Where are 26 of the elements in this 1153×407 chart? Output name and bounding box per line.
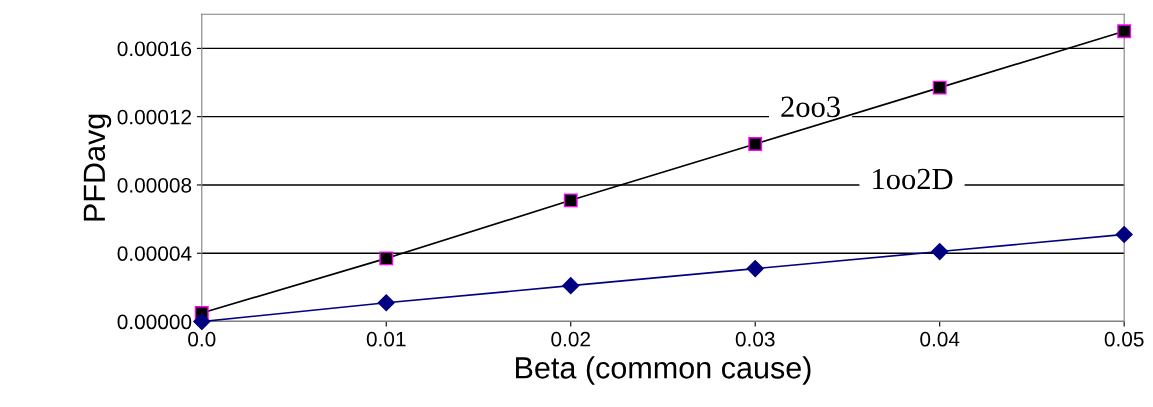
point xyxy=(932,80,947,95)
y-tick-label: 0.00000 xyxy=(117,314,192,330)
y-tick-label: 0.00004 xyxy=(117,246,192,261)
x-tick-label: 0.0 xyxy=(188,331,216,347)
x-tick-label: 0.05 xyxy=(1104,331,1144,347)
y-axis-title: PFDavg xyxy=(83,114,112,221)
annotation: 1oo2D xyxy=(873,168,953,190)
annotation: 2oo3 xyxy=(781,96,840,118)
point xyxy=(748,137,763,151)
point xyxy=(377,294,395,312)
x-tick-label: 0.03 xyxy=(735,331,775,347)
y-tick-label: 0.00012 xyxy=(117,109,192,125)
x-axis-title: Beta (common cause) xyxy=(516,356,811,385)
y-tick-label: 0.00008 xyxy=(117,177,192,193)
point xyxy=(1117,24,1132,39)
x-tick-label: 0.04 xyxy=(920,331,960,347)
x-tick-label: 0.02 xyxy=(551,331,590,347)
y-tick-label: 0.00016 xyxy=(117,41,192,57)
x-tick-label: 0.01 xyxy=(366,331,406,347)
point xyxy=(563,193,578,208)
point xyxy=(746,260,764,278)
point xyxy=(931,242,949,261)
point xyxy=(1115,225,1133,244)
point xyxy=(193,312,211,331)
point xyxy=(379,251,394,266)
point xyxy=(562,277,580,295)
